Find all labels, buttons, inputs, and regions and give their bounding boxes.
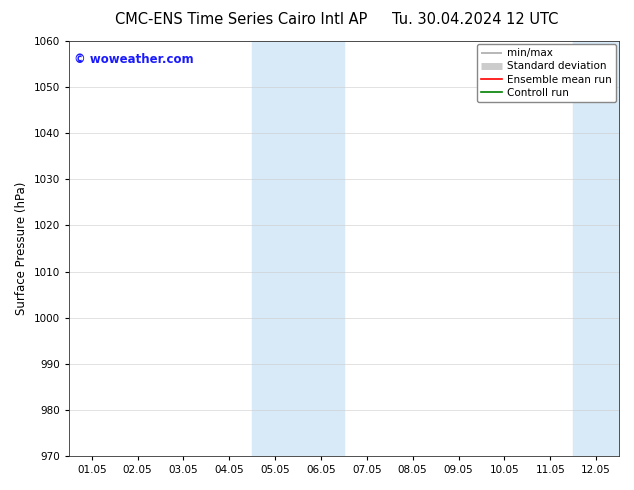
Text: © woweather.com: © woweather.com [74, 53, 194, 67]
Bar [252, 41, 344, 456]
Text: Tu. 30.04.2024 12 UTC: Tu. 30.04.2024 12 UTC [392, 12, 559, 27]
Legend: min/max, Standard deviation, Ensemble mean run, Controll run: min/max, Standard deviation, Ensemble me… [477, 44, 616, 102]
Bar [573, 41, 634, 456]
Text: CMC-ENS Time Series Cairo Intl AP: CMC-ENS Time Series Cairo Intl AP [115, 12, 367, 27]
Y-axis label: Surface Pressure (hPa): Surface Pressure (hPa) [15, 182, 28, 315]
